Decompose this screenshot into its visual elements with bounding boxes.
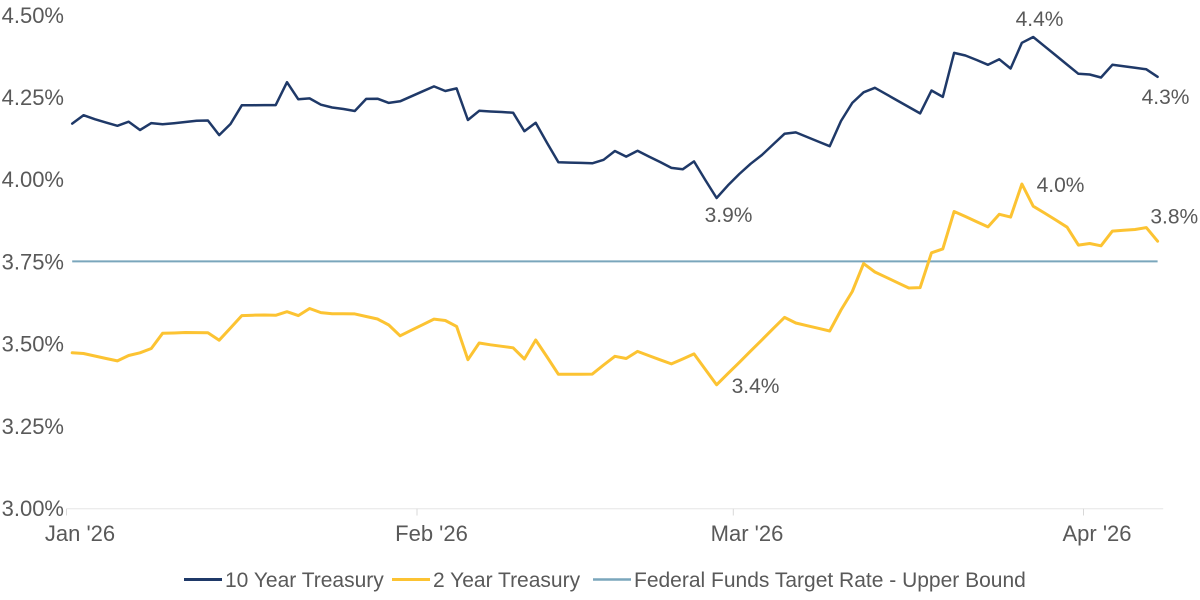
svg-text:3.00%: 3.00% [2,496,64,521]
svg-text:4.00%: 4.00% [2,167,64,192]
svg-text:Federal Funds Target Rate - Up: Federal Funds Target Rate - Upper Bound [634,569,1026,592]
svg-text:4.0%: 4.0% [1037,174,1085,197]
svg-text:4.25%: 4.25% [2,85,64,110]
svg-text:2 Year Treasury: 2 Year Treasury [433,569,581,592]
svg-text:3.25%: 3.25% [2,414,64,439]
svg-text:10 Year Treasury: 10 Year Treasury [225,569,384,592]
svg-text:Jan '26: Jan '26 [45,521,115,546]
svg-text:Mar '26: Mar '26 [711,521,784,546]
svg-text:3.8%: 3.8% [1150,206,1198,229]
svg-text:3.4%: 3.4% [732,375,780,398]
svg-text:3.9%: 3.9% [705,204,753,227]
svg-text:4.3%: 4.3% [1142,86,1190,109]
svg-text:Apr '26: Apr '26 [1062,521,1131,546]
svg-text:4.50%: 4.50% [2,3,64,28]
svg-text:3.50%: 3.50% [2,332,64,357]
svg-text:3.75%: 3.75% [2,249,64,274]
svg-text:Feb '26: Feb '26 [395,521,468,546]
svg-text:4.4%: 4.4% [1016,8,1064,31]
